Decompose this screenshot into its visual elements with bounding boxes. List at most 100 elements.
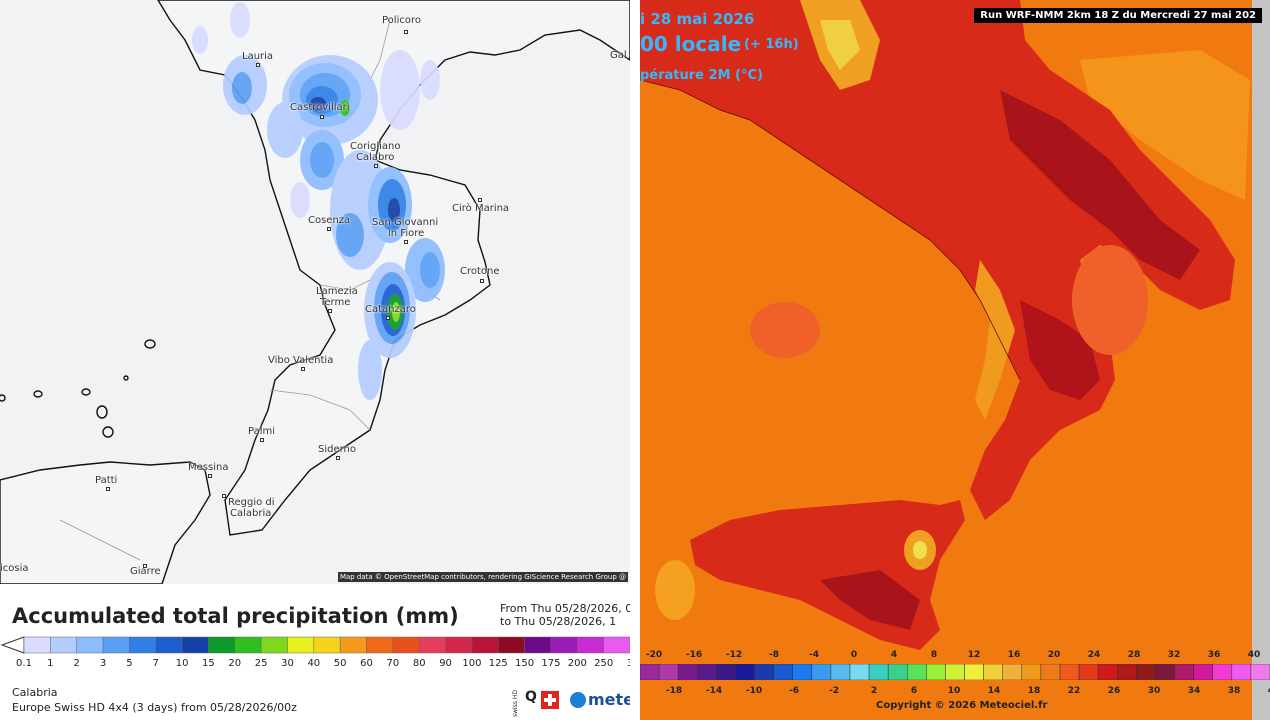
- mountain-cooler: [820, 20, 860, 70]
- colorbar-tick-label: 30: [281, 658, 294, 669]
- city-label-lauria: Lauria: [242, 51, 274, 62]
- city-label-ciro-marina: Cirò Marina: [452, 203, 510, 214]
- map-edge-strip: [1252, 0, 1270, 720]
- colorbar-tick-label: 3: [99, 658, 107, 669]
- city-label-corigliano: Corigliano: [350, 141, 401, 152]
- temperature-map: [640, 0, 1270, 720]
- forecast-offset: (+ 16h): [744, 37, 799, 52]
- temperature-tick-label: 6: [910, 686, 918, 696]
- swiss-hd-badge: swiss HD: [512, 690, 519, 717]
- etna-cooler: [913, 541, 927, 559]
- city-marker: [301, 367, 305, 371]
- period-from: From Thu 05/28/2026, 0: [500, 602, 630, 615]
- colorbar-swatch: [524, 636, 552, 654]
- sea-cool-patch: [655, 560, 695, 620]
- colorbar-tick-label: 0.1: [16, 658, 32, 669]
- temperature-tick-label: 16: [1007, 650, 1021, 660]
- sea-hot-patch: [750, 302, 820, 358]
- city-marker: [386, 316, 390, 320]
- temperature-tick-label: -6: [789, 686, 799, 696]
- temperature-swatch: [1174, 664, 1194, 680]
- precipitation-legend: Accumulated total precipitation (mm) Fro…: [0, 584, 630, 720]
- temperature-swatch: [868, 664, 889, 680]
- temperature-swatch: [1212, 664, 1233, 680]
- temperature-swatch: [887, 664, 908, 680]
- colorbar-tick-label: 250: [594, 658, 614, 669]
- temperature-swatch: [1078, 664, 1099, 680]
- temperature-swatch: [1040, 664, 1061, 680]
- city-label-calabria: Calabria: [230, 508, 272, 519]
- temperature-tick-label: -20: [645, 650, 663, 660]
- temperature-swatch: [773, 664, 793, 680]
- variable-name: pérature 2M (°C): [640, 68, 763, 83]
- temperature-tick-label: 32: [1167, 650, 1181, 660]
- model-info: Europe Swiss HD 4x4 (3 days) from 05/28/…: [12, 701, 297, 714]
- colorbar-swatch: [550, 636, 578, 654]
- sicily-land: [0, 461, 211, 584]
- meteo-logo-icon: [570, 692, 586, 708]
- colorbar-swatch: [181, 636, 209, 654]
- temperature-swatch: [849, 664, 870, 680]
- colorbar-tick-label: 50: [333, 658, 347, 669]
- temperature-swatch: [964, 664, 984, 680]
- temperature-swatch: [983, 664, 1003, 680]
- precipitation-panel: Policoro Lauria Castrovillari Corigliano…: [0, 0, 630, 720]
- precipitation-map: Policoro Lauria Castrovillari Corigliano…: [0, 0, 630, 584]
- meteo-logo: meteo: [588, 690, 630, 709]
- colorbar-swatch: [287, 636, 315, 654]
- temperature-swatch: [926, 664, 946, 680]
- colorbar-tick-label: 80: [412, 658, 426, 669]
- run-info: Run WRF-NMM 2km 18 Z du Mercredi 27 mai …: [974, 8, 1262, 23]
- island: [0, 394, 6, 402]
- temperature-tick-label: -10: [745, 686, 763, 696]
- temperature-tick-label: 12: [967, 650, 981, 660]
- colorbar-tick-label: 40: [307, 658, 321, 669]
- temperature-swatch: [1097, 664, 1118, 680]
- colorbar-tick-label: 20: [228, 658, 242, 669]
- colorbar-swatch: [260, 636, 288, 654]
- colorbar-swatch: [498, 636, 525, 654]
- temperature-swatch: [1021, 664, 1042, 680]
- sea-hot-patch: [1072, 245, 1148, 355]
- coastline: [640, 79, 1021, 381]
- city-label-palmi: Palmi: [248, 426, 276, 437]
- city-marker: [404, 30, 408, 34]
- temperature-swatch: [830, 664, 851, 680]
- city-label-catanzaro: Catanzaro: [365, 304, 416, 315]
- island: [96, 405, 108, 419]
- temperature-tick-label: 26: [1107, 686, 1121, 696]
- city-marker: [478, 198, 482, 202]
- city-label-policoro: Policoro: [382, 15, 421, 26]
- colorbar-tick-label: 150: [515, 658, 535, 669]
- city-marker: [336, 456, 340, 460]
- island: [144, 339, 156, 349]
- city-label-messina: Messina: [188, 462, 229, 473]
- city-label-castrovillari: Castrovillari: [290, 102, 350, 113]
- city-marker: [143, 564, 147, 568]
- forecast-date: i 28 mai 2026: [640, 10, 755, 28]
- island: [81, 388, 91, 396]
- city-label-patti: Patti: [95, 475, 118, 486]
- temperature-swatch: [1250, 664, 1270, 680]
- legend-title: Accumulated total precipitation (mm): [12, 604, 459, 628]
- temperature-tick-label: -8: [769, 650, 779, 660]
- colorbar-swatch: [603, 636, 630, 654]
- temperature-tick-label: 18: [1027, 686, 1041, 696]
- temperature-tick-label: -12: [725, 650, 743, 660]
- temperature-tick-label: 10: [947, 686, 961, 696]
- temperature-swatch: [697, 664, 717, 680]
- temperature-tick-label: 20: [1047, 650, 1061, 660]
- city-marker: [404, 240, 408, 244]
- temperature-bottom-labels: -18-14-10-6-226101418222630343842: [640, 686, 1270, 698]
- temperature-tick-label: 24: [1087, 650, 1101, 660]
- city-label-in-fiore: in Fiore: [388, 228, 425, 239]
- colorbar-swatch: [366, 636, 394, 654]
- colorbar-swatch: [577, 636, 604, 654]
- temperature-swatch: [735, 664, 755, 680]
- colorbar-swatch: [76, 636, 104, 654]
- province-border: [59, 519, 141, 561]
- swiss-flag-icon: [541, 691, 559, 709]
- temperature-swatch: [1002, 664, 1023, 680]
- colorbar-arrow: [0, 636, 25, 654]
- temperature-swatch: [792, 664, 813, 680]
